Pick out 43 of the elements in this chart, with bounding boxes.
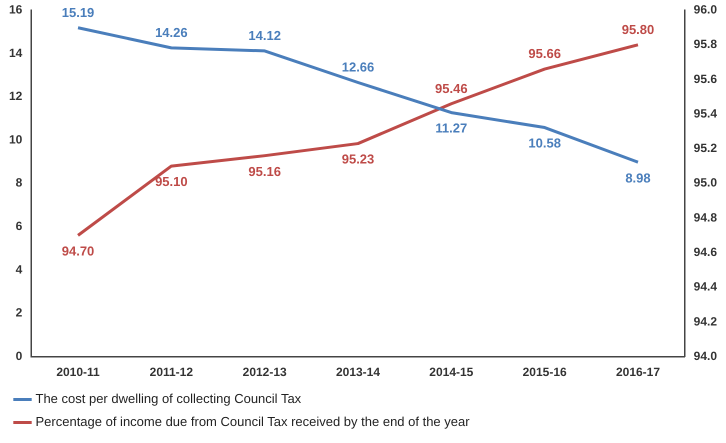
y-tick-label: 0 bbox=[16, 348, 23, 363]
legend-label: The cost per dwelling of collecting Council Tax bbox=[36, 391, 302, 406]
y2-tick-label: 94.8 bbox=[694, 210, 718, 224]
data-label: 8.98 bbox=[625, 170, 651, 186]
y2-tick-label: 96.0 bbox=[694, 2, 718, 17]
y2-tick-label: 95.8 bbox=[694, 37, 718, 52]
y-tick-label: 8 bbox=[16, 176, 23, 190]
y-tick-label: 16 bbox=[8, 2, 23, 17]
y2-tick-label: 95.0 bbox=[694, 176, 718, 190]
x-tick-label: 2011-12 bbox=[150, 365, 194, 380]
y2-tick-label: 94.0 bbox=[694, 348, 718, 363]
x-tick-label: 2010-11 bbox=[56, 365, 100, 380]
data-label: 15.19 bbox=[62, 4, 94, 20]
y-tick-label: 12 bbox=[8, 89, 23, 104]
x-tick-label: 2014-15 bbox=[429, 365, 474, 380]
data-label: 14.12 bbox=[248, 28, 281, 43]
data-label: 95.80 bbox=[622, 22, 654, 37]
y-tick-label: 2 bbox=[16, 306, 23, 320]
data-label: 95.66 bbox=[528, 46, 561, 62]
y-tick-label: 4 bbox=[16, 262, 23, 276]
data-label: 95.16 bbox=[248, 164, 281, 179]
y-tick-label: 10 bbox=[8, 132, 23, 146]
x-tick-label: 2016-17 bbox=[616, 365, 660, 380]
legend-label: Percentage of income due from Council Tax received by the end of the year bbox=[36, 414, 470, 430]
y2-tick-label: 94.2 bbox=[694, 314, 718, 328]
y2-tick-label: 95.6 bbox=[694, 72, 718, 86]
data-label: 14.26 bbox=[155, 24, 188, 40]
data-label: 12.66 bbox=[342, 60, 374, 75]
y-tick-label: 14 bbox=[8, 46, 23, 60]
data-label: 11.27 bbox=[435, 120, 468, 136]
y2-tick-label: 95.2 bbox=[694, 141, 718, 156]
data-label: 95.10 bbox=[155, 174, 188, 190]
x-tick-label: 2013-14 bbox=[336, 365, 380, 380]
x-tick-label: 2015-16 bbox=[522, 365, 567, 380]
x-tick-label: 2012-13 bbox=[242, 365, 288, 380]
data-label: 94.70 bbox=[62, 243, 94, 258]
y2-tick-label: 95.4 bbox=[694, 106, 718, 120]
y2-tick-label: 94.6 bbox=[694, 244, 718, 259]
y2-tick-label: 94.4 bbox=[694, 280, 718, 294]
data-label: 95.23 bbox=[342, 152, 374, 167]
data-label: 10.58 bbox=[528, 136, 561, 151]
y-tick-label: 6 bbox=[16, 219, 23, 234]
data-label: 95.46 bbox=[435, 80, 468, 96]
